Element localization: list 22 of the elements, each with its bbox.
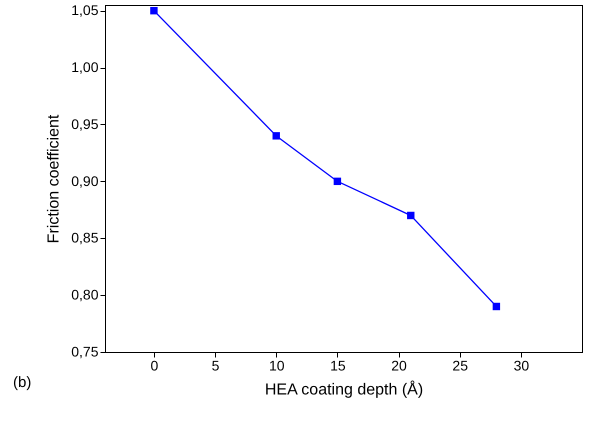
x-axis-title: HEA coating depth (Å)	[264, 380, 424, 398]
point	[334, 178, 342, 186]
x-tick-label: 0	[150, 358, 159, 374]
text: (b)	[13, 374, 32, 391]
point	[150, 6, 158, 14]
y-axis-title: Friction coefficient	[45, 114, 62, 244]
x-tick-label: 30	[514, 358, 530, 374]
y-tick-label: 0,80	[71, 286, 99, 303]
y-tick-label: 0,95	[71, 116, 99, 132]
point	[492, 302, 500, 310]
x-tick-label: 15	[330, 358, 346, 374]
y-tick-label: 1,00	[71, 59, 99, 76]
y-tick-label: 0,90	[71, 172, 99, 189]
y-tick-label: 0,85	[71, 230, 99, 246]
point	[407, 212, 414, 220]
x-tick-label: 10	[268, 358, 285, 374]
x-tick-label: 5	[212, 358, 220, 374]
x-tick-label: 20	[391, 358, 408, 374]
x-tick-label: 25	[452, 358, 468, 374]
y-tick-label: 0,75	[71, 344, 99, 360]
point	[272, 132, 280, 140]
y-tick-label: 1,05	[71, 2, 99, 18]
